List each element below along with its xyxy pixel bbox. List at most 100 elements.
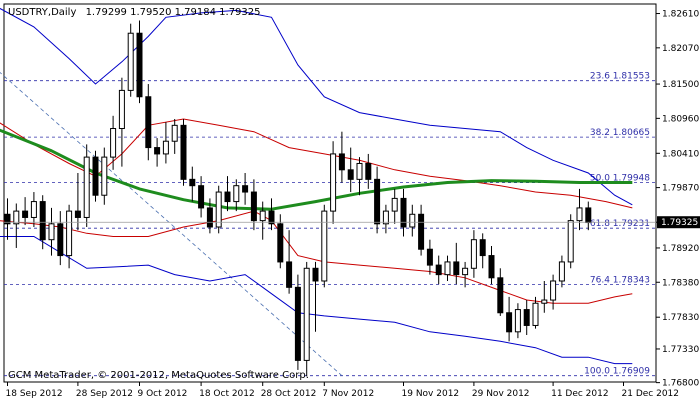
candle-body [435,264,442,276]
candle [356,157,363,196]
y-tick-label: 1.77330 [662,345,699,355]
candle-body [13,210,20,225]
candle [400,188,407,237]
candle-body [224,191,231,203]
candle [426,239,433,275]
candle-body [101,156,108,196]
y-tick-label: 1.82610 [662,10,699,20]
moving-average-line [0,128,633,211]
candle [409,204,416,237]
y-tick-label: 1.78380 [662,278,699,288]
candle-body [356,162,363,180]
candle-body [110,128,117,158]
candle-body [57,223,64,257]
x-tick-label: 28 Oct 2012 [261,389,317,399]
x-tick-label: 21 Dec 2012 [622,389,680,399]
candle-body [259,210,266,222]
candlesticks[interactable] [4,20,592,377]
x-tick-label: 7 Nov 2012 [322,389,374,399]
y-tick-label: 1.76800 [662,379,699,389]
candle-body [206,207,213,228]
candle-body [136,32,143,98]
bollinger-upper-band [0,7,633,206]
candle [488,246,495,285]
x-tick-label: 28 Sep 2012 [76,389,133,399]
candle [338,131,345,183]
candle [66,204,73,269]
candle [418,204,425,256]
y-tick-label: 1.80960 [662,114,699,124]
candle-body [444,261,451,276]
candle [479,233,486,269]
candle-body [409,213,416,228]
candle [558,255,565,288]
candle [171,118,178,154]
candle-body [532,302,539,326]
candle [514,303,521,339]
candle [30,192,37,227]
copyright-text: GCM MetaTrader, © 2001-2012, MetaQuotes … [8,370,309,381]
candle-body [22,210,29,218]
candle [206,198,213,234]
bollinger-bands [0,7,633,365]
candle-body [541,299,548,304]
candle [462,261,469,288]
candle-body [189,178,196,187]
candle [4,198,11,240]
candle-body [162,140,169,155]
current-price-label: 1.79325 [661,218,698,228]
candle-body [400,197,407,228]
candle-body [127,32,134,91]
candle [224,176,231,212]
x-tick-label: 9 Oct 2012 [138,389,188,399]
y-tick-label: 1.77830 [662,313,699,323]
candle [215,185,222,234]
candle [233,179,240,212]
y-tick-label: 1.81500 [662,80,699,90]
candle-body [268,210,275,225]
candle-body [312,267,319,282]
candle [391,188,398,224]
candle-body [242,185,249,193]
candle-body [418,213,425,250]
candle-body [488,255,495,279]
candle [57,211,64,266]
candle [154,138,161,167]
chart-header: USDTRY,Daily 1.79299 1.79520 1.79184 1.7… [8,7,261,18]
candle-body [567,220,574,263]
candle-body [453,261,460,276]
candle [198,176,205,218]
candle-body [74,210,81,218]
price-axis[interactable]: 1.82610 1.82070 1.81500 1.80960 1.80410 1.798… [656,10,700,389]
candle [136,20,143,104]
candle [13,203,20,248]
candle [523,300,530,335]
candle [497,268,504,316]
candle-body [506,312,513,333]
bollinger-upper-inner-band [0,118,633,209]
candle [162,122,169,164]
x-tick-label: 18 Sep 2012 [6,389,63,399]
candle-body [233,185,240,203]
time-axis[interactable]: 18 Sep 2012 28 Sep 2012 9 Oct 2012 18 Oct 2… [6,382,680,399]
candle [127,23,134,97]
candle [330,141,337,224]
candle [83,144,90,227]
fib-label-50.0: 50.0 1.79948 [590,174,650,184]
bollinger-lower-band [0,236,633,365]
candle-body [374,178,381,225]
candle-body [338,153,345,171]
candle [145,84,152,161]
fib-label-100.0: 100.0 1.76909 [584,367,650,377]
candle [567,214,574,269]
candle [277,214,284,269]
candle-body [523,309,530,326]
candle-body [294,286,301,361]
x-tick-label: 11 Dec 2012 [551,389,609,399]
candle-body [92,156,99,196]
candle-body [550,280,557,301]
candle-body [277,223,284,263]
candle-body [470,239,477,269]
candle [532,296,539,329]
y-tick-label: 1.80410 [662,149,699,159]
